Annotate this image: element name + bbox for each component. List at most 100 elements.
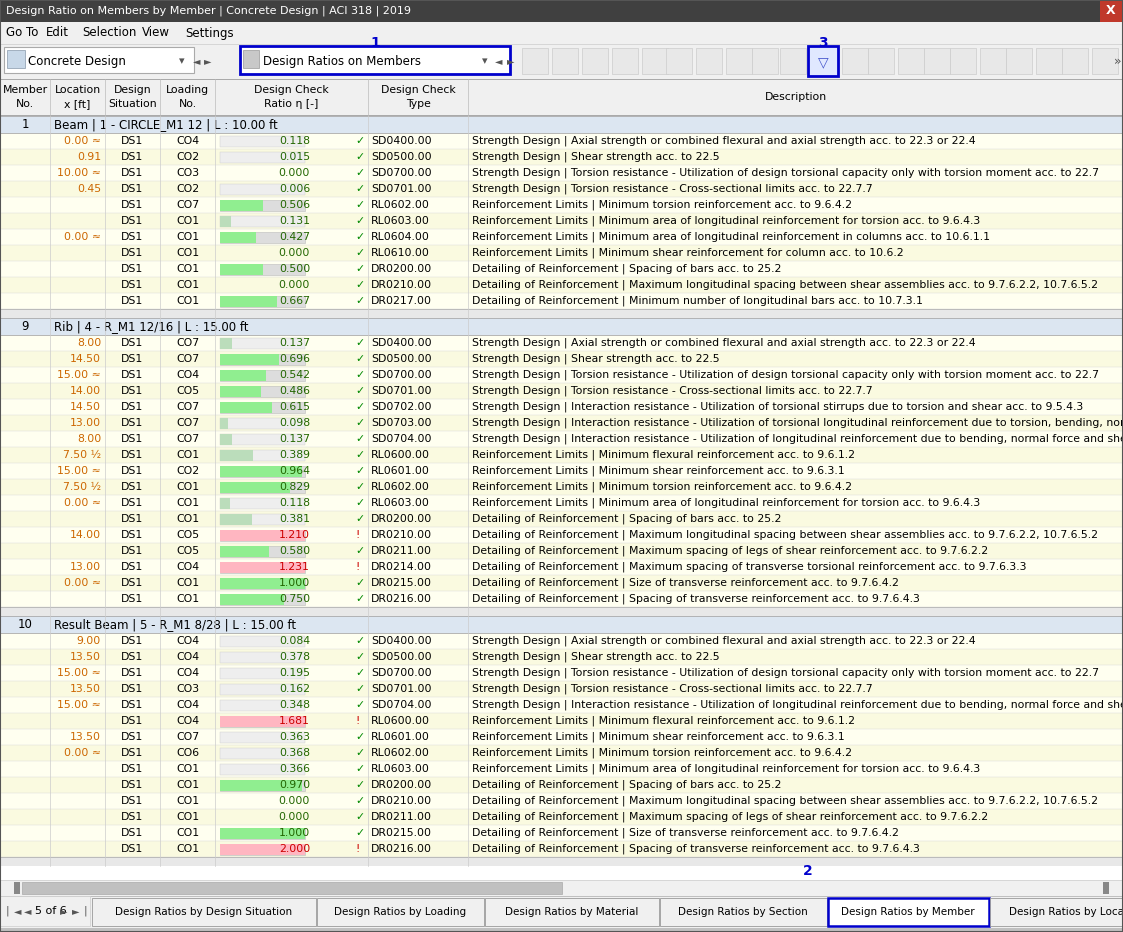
Bar bbox=[1101, 0, 1123, 22]
Text: 13.00: 13.00 bbox=[70, 418, 101, 428]
Bar bbox=[220, 700, 305, 710]
Text: CO4: CO4 bbox=[176, 562, 199, 572]
Text: 8.00: 8.00 bbox=[76, 434, 101, 444]
Text: Go To: Go To bbox=[6, 26, 38, 39]
Bar bbox=[220, 514, 253, 525]
Text: Location
x [ft]: Location x [ft] bbox=[54, 86, 101, 109]
Text: CO4: CO4 bbox=[176, 716, 199, 726]
Bar bbox=[220, 353, 305, 364]
Text: Design Ratios on Members: Design Ratios on Members bbox=[263, 54, 421, 67]
Text: ◄: ◄ bbox=[24, 906, 31, 916]
Bar bbox=[0, 591, 1123, 607]
Text: CO5: CO5 bbox=[176, 546, 199, 556]
Bar bbox=[868, 48, 894, 74]
Text: CO7: CO7 bbox=[176, 732, 199, 742]
Text: DS1: DS1 bbox=[121, 200, 144, 210]
Text: »: » bbox=[1114, 54, 1122, 67]
Text: Strength Design | Shear strength acc. to 22.5: Strength Design | Shear strength acc. to… bbox=[472, 651, 720, 663]
Bar bbox=[898, 48, 924, 74]
Text: ✓: ✓ bbox=[355, 764, 364, 774]
Bar bbox=[842, 48, 868, 74]
Text: 15.00 ≈: 15.00 ≈ bbox=[57, 466, 101, 476]
Text: CO1: CO1 bbox=[176, 248, 199, 258]
Bar bbox=[0, 681, 1123, 697]
Bar bbox=[0, 149, 1123, 165]
Bar bbox=[220, 529, 305, 541]
Text: ✓: ✓ bbox=[355, 498, 364, 508]
Text: DS1: DS1 bbox=[121, 748, 144, 758]
Text: Design
Situation: Design Situation bbox=[108, 86, 157, 109]
Text: 0.829: 0.829 bbox=[279, 482, 310, 492]
Text: DS1: DS1 bbox=[121, 514, 144, 524]
Text: DS1: DS1 bbox=[121, 152, 144, 162]
Text: DR0200.00: DR0200.00 bbox=[371, 780, 432, 790]
Bar bbox=[220, 498, 230, 509]
Text: 0.00 ≈: 0.00 ≈ bbox=[64, 136, 101, 146]
Text: CO7: CO7 bbox=[176, 338, 199, 348]
Text: 0.542: 0.542 bbox=[279, 370, 310, 380]
Text: ✓: ✓ bbox=[355, 700, 364, 710]
Text: ◄: ◄ bbox=[193, 56, 201, 66]
Text: SD0400.00: SD0400.00 bbox=[371, 636, 431, 646]
Text: 9: 9 bbox=[21, 320, 29, 333]
Text: RL0603.00: RL0603.00 bbox=[371, 498, 430, 508]
Bar bbox=[0, 383, 1123, 399]
Text: Detailing of Reinforcement | Maximum spacing of transverse torsional reinforceme: Detailing of Reinforcement | Maximum spa… bbox=[472, 562, 1026, 572]
Text: ✓: ✓ bbox=[355, 370, 364, 380]
Text: 7.50 ½: 7.50 ½ bbox=[63, 482, 101, 492]
Bar bbox=[0, 575, 1123, 591]
Text: RL0610.00: RL0610.00 bbox=[371, 248, 430, 258]
Text: 9.00: 9.00 bbox=[76, 636, 101, 646]
Text: Design Ratios by Material: Design Ratios by Material bbox=[505, 907, 639, 917]
Text: DS1: DS1 bbox=[121, 248, 144, 258]
Text: CO1: CO1 bbox=[176, 216, 199, 226]
Text: 0.970: 0.970 bbox=[279, 780, 310, 790]
Text: ✓: ✓ bbox=[355, 338, 364, 348]
Bar bbox=[220, 465, 305, 476]
Text: CO3: CO3 bbox=[176, 684, 199, 694]
Bar bbox=[220, 231, 305, 242]
Text: DS1: DS1 bbox=[121, 700, 144, 710]
Text: Loading
No.: Loading No. bbox=[166, 86, 209, 109]
Bar bbox=[220, 843, 305, 855]
Text: SD0701.00: SD0701.00 bbox=[371, 184, 431, 194]
Bar bbox=[220, 418, 228, 429]
Text: Edit: Edit bbox=[46, 26, 69, 39]
Bar bbox=[0, 309, 1123, 318]
Text: DR0216.00: DR0216.00 bbox=[371, 594, 432, 604]
Text: RL0600.00: RL0600.00 bbox=[371, 450, 430, 460]
Text: CO1: CO1 bbox=[176, 578, 199, 588]
Text: DS1: DS1 bbox=[121, 562, 144, 572]
Text: DS1: DS1 bbox=[121, 652, 144, 662]
Bar bbox=[0, 543, 1123, 559]
Text: DS1: DS1 bbox=[121, 636, 144, 646]
Bar bbox=[220, 433, 305, 445]
Bar bbox=[220, 561, 305, 572]
Bar bbox=[0, 0, 1123, 22]
Bar bbox=[243, 50, 259, 68]
Bar bbox=[696, 48, 722, 74]
Text: 7.50 ½: 7.50 ½ bbox=[63, 450, 101, 460]
Bar bbox=[220, 747, 305, 759]
Bar bbox=[1006, 48, 1032, 74]
Text: ✓: ✓ bbox=[355, 748, 364, 758]
Text: !: ! bbox=[355, 530, 359, 540]
Text: ✓: ✓ bbox=[355, 684, 364, 694]
Text: SD0700.00: SD0700.00 bbox=[371, 370, 431, 380]
Bar bbox=[220, 578, 305, 588]
Bar bbox=[220, 369, 266, 380]
Bar bbox=[220, 498, 305, 509]
Bar bbox=[1092, 48, 1119, 74]
Text: CO4: CO4 bbox=[176, 668, 199, 678]
Bar bbox=[220, 594, 284, 605]
Text: CO3: CO3 bbox=[176, 168, 199, 178]
Bar bbox=[220, 215, 231, 226]
Text: 0.667: 0.667 bbox=[279, 296, 310, 306]
Text: |: | bbox=[84, 906, 88, 916]
Text: SD0400.00: SD0400.00 bbox=[371, 136, 431, 146]
Bar bbox=[725, 48, 752, 74]
Text: Reinforcement Limits | Minimum area of longitudinal reinforcement for torsion ac: Reinforcement Limits | Minimum area of l… bbox=[472, 215, 980, 226]
Text: 13.50: 13.50 bbox=[70, 684, 101, 694]
Text: DS1: DS1 bbox=[121, 844, 144, 854]
Text: 0.000: 0.000 bbox=[279, 280, 310, 290]
